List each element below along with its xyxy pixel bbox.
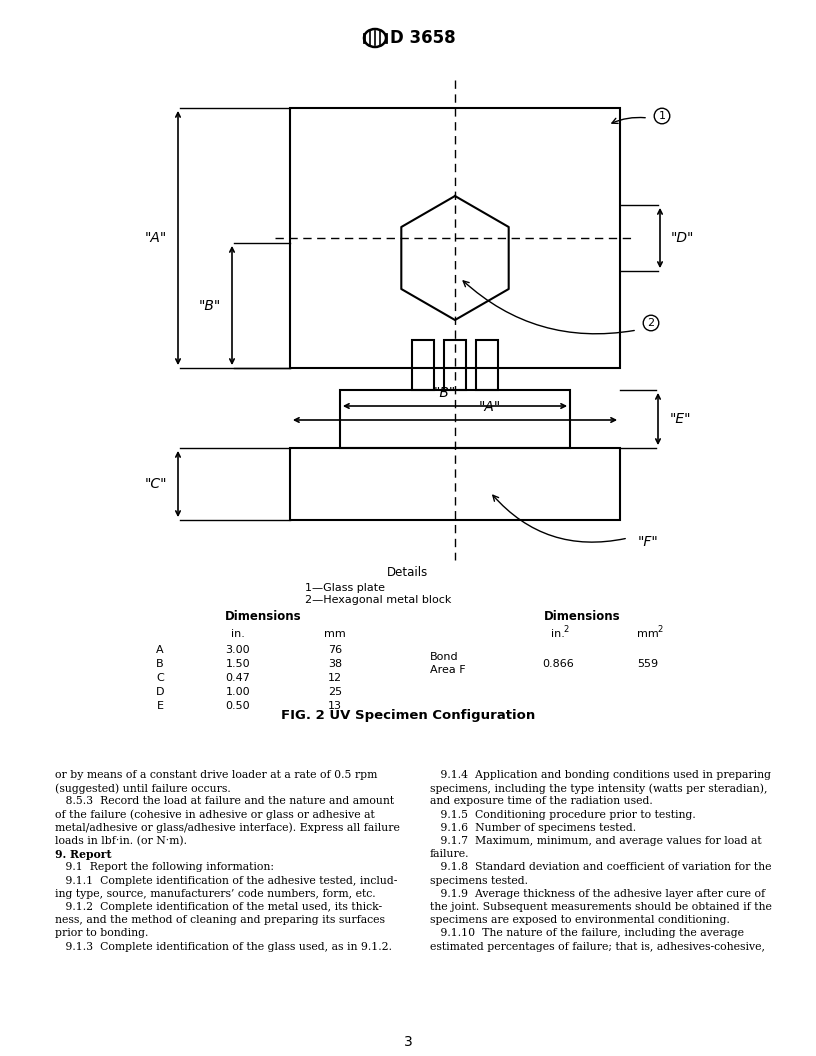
Text: Dimensions: Dimensions xyxy=(543,609,620,622)
Text: 9.1  Report the following information:: 9.1 Report the following information: xyxy=(55,863,274,872)
Text: specimens are exposed to environmental conditioning.: specimens are exposed to environmental c… xyxy=(430,916,730,925)
Text: Area F: Area F xyxy=(430,665,466,675)
Text: in.: in. xyxy=(231,629,245,639)
Text: 9.1.6  Number of specimens tested.: 9.1.6 Number of specimens tested. xyxy=(430,823,636,833)
Text: 13: 13 xyxy=(328,701,342,711)
Bar xyxy=(340,390,570,448)
Text: 0.50: 0.50 xyxy=(226,701,251,711)
Text: (suggested) until failure occurs.: (suggested) until failure occurs. xyxy=(55,784,231,794)
Text: 1: 1 xyxy=(659,111,666,121)
Text: 3: 3 xyxy=(404,1035,412,1049)
Text: 559: 559 xyxy=(637,659,659,670)
Text: 1.00: 1.00 xyxy=(226,687,251,697)
Text: 9.1.4  Application and bonding conditions used in preparing: 9.1.4 Application and bonding conditions… xyxy=(430,770,771,780)
Text: mm: mm xyxy=(637,629,659,639)
Text: 9.1.1  Complete identification of the adhesive tested, includ-: 9.1.1 Complete identification of the adh… xyxy=(55,875,397,886)
Bar xyxy=(444,340,466,390)
Text: "D": "D" xyxy=(670,231,694,245)
Text: "C": "C" xyxy=(144,477,167,491)
Text: the joint. Subsequent measurements should be obtained if the: the joint. Subsequent measurements shoul… xyxy=(430,902,772,912)
Text: 2: 2 xyxy=(563,625,568,635)
Text: A: A xyxy=(156,645,164,655)
Text: B: B xyxy=(156,659,164,670)
Text: ness, and the method of cleaning and preparing its surfaces: ness, and the method of cleaning and pre… xyxy=(55,916,385,925)
Bar xyxy=(290,448,620,520)
Text: in.: in. xyxy=(551,629,565,639)
Bar xyxy=(290,108,620,367)
Text: "A": "A" xyxy=(479,400,501,414)
Text: 9.1.9  Average thickness of the adhesive layer after cure of: 9.1.9 Average thickness of the adhesive … xyxy=(430,889,765,899)
Bar xyxy=(412,340,434,390)
Text: mm: mm xyxy=(324,629,346,639)
Text: 9.1.8  Standard deviation and coefficient of variation for the: 9.1.8 Standard deviation and coefficient… xyxy=(430,863,771,872)
Text: 1.50: 1.50 xyxy=(226,659,251,670)
Text: Details: Details xyxy=(388,566,428,579)
Text: 0.866: 0.866 xyxy=(542,659,574,670)
Text: C: C xyxy=(156,673,164,683)
Text: "B": "B" xyxy=(434,386,456,400)
Text: 2: 2 xyxy=(657,625,663,635)
Text: prior to bonding.: prior to bonding. xyxy=(55,928,149,939)
Text: 2—Hexagonal metal block: 2—Hexagonal metal block xyxy=(305,595,451,605)
Text: of the failure (cohesive in adhesive or glass or adhesive at: of the failure (cohesive in adhesive or … xyxy=(55,810,375,821)
Text: Dimensions: Dimensions xyxy=(224,609,301,622)
Text: 9. Report: 9. Report xyxy=(55,849,112,861)
Text: 38: 38 xyxy=(328,659,342,670)
Text: 2: 2 xyxy=(647,318,654,328)
Text: 9.1.2  Complete identification of the metal used, its thick-: 9.1.2 Complete identification of the met… xyxy=(55,902,382,912)
Text: 9.1.3  Complete identification of the glass used, as in 9.1.2.: 9.1.3 Complete identification of the gla… xyxy=(55,942,392,951)
Text: D: D xyxy=(156,687,164,697)
Text: or by means of a constant drive loader at a rate of 0.5 rpm: or by means of a constant drive loader a… xyxy=(55,770,377,780)
Text: 3.00: 3.00 xyxy=(226,645,251,655)
Text: ing type, source, manufacturers’ code numbers, form, etc.: ing type, source, manufacturers’ code nu… xyxy=(55,889,375,899)
Text: estimated percentages of failure; that is, adhesives-cohesive,: estimated percentages of failure; that i… xyxy=(430,942,765,951)
Text: 25: 25 xyxy=(328,687,342,697)
Text: D 3658: D 3658 xyxy=(390,29,455,48)
Text: specimens tested.: specimens tested. xyxy=(430,875,528,886)
Text: 76: 76 xyxy=(328,645,342,655)
Text: "A": "A" xyxy=(145,231,167,245)
Text: 9.1.5  Conditioning procedure prior to testing.: 9.1.5 Conditioning procedure prior to te… xyxy=(430,810,696,819)
Text: FIG. 2 UV Specimen Configuration: FIG. 2 UV Specimen Configuration xyxy=(281,710,535,722)
Text: 8.5.3  Record the load at failure and the nature and amount: 8.5.3 Record the load at failure and the… xyxy=(55,796,394,807)
Bar xyxy=(476,340,498,390)
Text: 9.1.7  Maximum, minimum, and average values for load at: 9.1.7 Maximum, minimum, and average valu… xyxy=(430,836,761,846)
Text: 1—Glass plate: 1—Glass plate xyxy=(305,583,385,593)
Text: 0.47: 0.47 xyxy=(225,673,251,683)
Text: "B": "B" xyxy=(199,299,221,313)
Text: specimens, including the type intensity (watts per steradian),: specimens, including the type intensity … xyxy=(430,784,768,794)
Text: Bond: Bond xyxy=(430,652,459,662)
Text: 9.1.10  The nature of the failure, including the average: 9.1.10 The nature of the failure, includ… xyxy=(430,928,744,939)
Text: metal/adhesive or glass/adhesive interface). Express all failure: metal/adhesive or glass/adhesive interfa… xyxy=(55,823,400,833)
Text: loads in lbf·in. (or N·m).: loads in lbf·in. (or N·m). xyxy=(55,836,187,846)
Text: and exposure time of the radiation used.: and exposure time of the radiation used. xyxy=(430,796,653,807)
Text: failure.: failure. xyxy=(430,849,469,860)
Text: "E": "E" xyxy=(669,412,691,426)
Text: E: E xyxy=(157,701,163,711)
Text: 12: 12 xyxy=(328,673,342,683)
Text: "F": "F" xyxy=(638,535,659,549)
